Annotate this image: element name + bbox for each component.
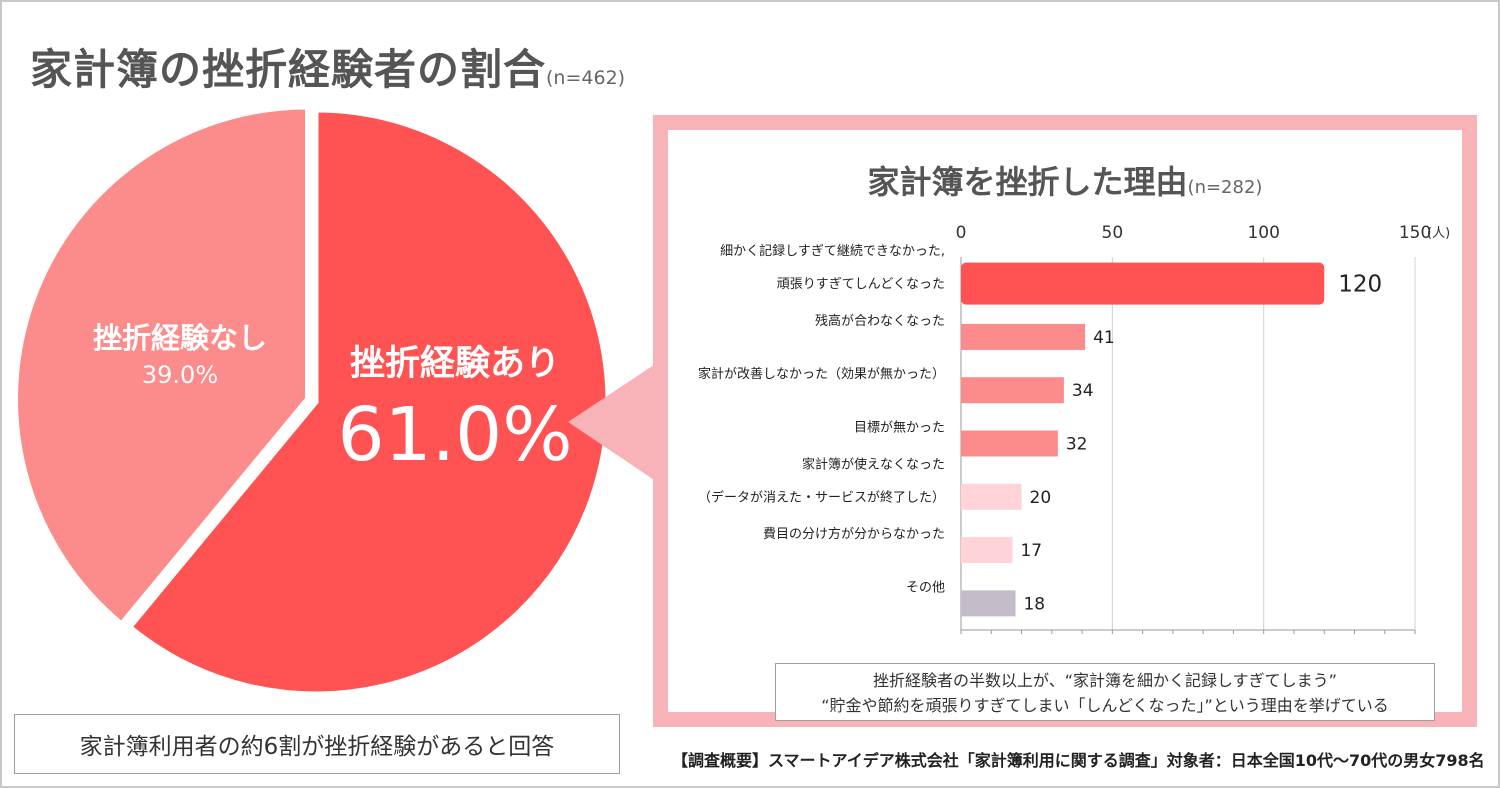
left-summary-text: 家計簿利用者の約6割が挫折経験があると回答 — [79, 734, 555, 760]
pie-label-experience-text: 挫折経験あり — [349, 344, 560, 384]
page-title-sample-size: (n=462) — [546, 67, 626, 89]
category-label: その他 — [906, 580, 945, 595]
bar-value-label: 18 — [1023, 594, 1045, 614]
bar-chart-sample-size: (n=282) — [1187, 177, 1263, 198]
pie-label-experience-value: 61.0% — [337, 392, 573, 478]
bar — [961, 377, 1064, 404]
pie-slice-experience — [126, 107, 611, 697]
x-tick-label: 0 — [956, 223, 967, 243]
bar — [961, 323, 1086, 350]
category-label: 細かく記録しすぎて継続できなかった, — [720, 243, 945, 259]
category-label: 家計簿が使えなくなった — [802, 456, 945, 472]
category-label: 残高が合わなくなった — [815, 313, 945, 329]
bar — [961, 590, 1016, 617]
x-tick-label: 100 — [1247, 223, 1279, 243]
x-tick-label: 50 — [1102, 223, 1124, 243]
reasons-panel-inner: 家計簿を挫折した理由(n=282) 0 50 100 150 (人) 120 細かく記録しす… — [668, 130, 1462, 721]
bar-value-label: 32 — [1066, 435, 1088, 455]
pie-slice-no-experience — [13, 104, 311, 628]
pie-label-no-experience: 挫折経験なし 39.0% — [60, 315, 300, 389]
finding-line-2: “貯金や節約を頑張りすぎてしまい「しんどくなった」”という理由を挙げている — [821, 696, 1389, 715]
bar-value-label: 34 — [1072, 381, 1094, 401]
reasons-panel: 家計簿を挫折した理由(n=282) 0 50 100 150 (人) 120 細かく記録しす… — [653, 115, 1477, 727]
pie-label-experience: 挫折経験あり 61.0% — [320, 335, 590, 480]
page-title-text: 家計簿の挫折経験者の割合 — [30, 45, 547, 94]
callout-pointer — [568, 355, 669, 490]
survey-source-note: 【調査概要】スマートアイデア株式会社「家計簿利用に関する調査」対象者：日本全国1… — [672, 751, 1485, 770]
x-tick-label: 150 — [1399, 223, 1431, 243]
pie-label-no-experience-text: 挫折経験なし — [92, 321, 267, 355]
finding-line-1: 挫折経験者の半数以上が、“家計簿を細かく記録しすぎてしまう” — [873, 671, 1337, 690]
bar-value-label: 41 — [1093, 328, 1115, 348]
page-title: 家計簿の挫折経験者の割合(n=462) — [30, 36, 625, 97]
category-label: 頑張りすぎてしんどくなった — [777, 277, 945, 292]
pie-label-no-experience-value: 39.0% — [141, 361, 219, 389]
category-label: 費目の分け方が分からなかった — [763, 526, 945, 542]
x-axis-unit-label: (人) — [1427, 226, 1450, 241]
bar — [961, 483, 1022, 510]
bar — [961, 430, 1058, 457]
bar-chart: 0 50 100 150(人) 120 細かく記録しすぎて継続できなかった, 頑張りすぎてし… — [698, 223, 1450, 634]
left-summary-box: 家計簿利用者の約6割が挫折経験があると回答 — [14, 714, 620, 774]
bar-chart-title-text: 家計簿を挫折した理由 — [867, 163, 1188, 201]
bar — [961, 262, 1325, 305]
bar-value-label: 120 — [1338, 272, 1382, 298]
bar — [961, 537, 1013, 564]
bar-chart-title: 家計簿を挫折した理由(n=282) — [668, 157, 1462, 203]
category-label: 家計が改善しなかった（効果が無かった） — [698, 366, 945, 382]
finding-box: 挫折経験者の半数以上が、“家計簿を細かく記録しすぎてしまう” “貯金や節約を頑張… — [775, 663, 1435, 721]
bar-value-label: 20 — [1030, 488, 1052, 508]
category-label: （データが消えた・サービスが終了した） — [698, 489, 945, 505]
bar-value-label: 17 — [1020, 541, 1042, 561]
category-label: 目標が無かった — [854, 421, 945, 436]
